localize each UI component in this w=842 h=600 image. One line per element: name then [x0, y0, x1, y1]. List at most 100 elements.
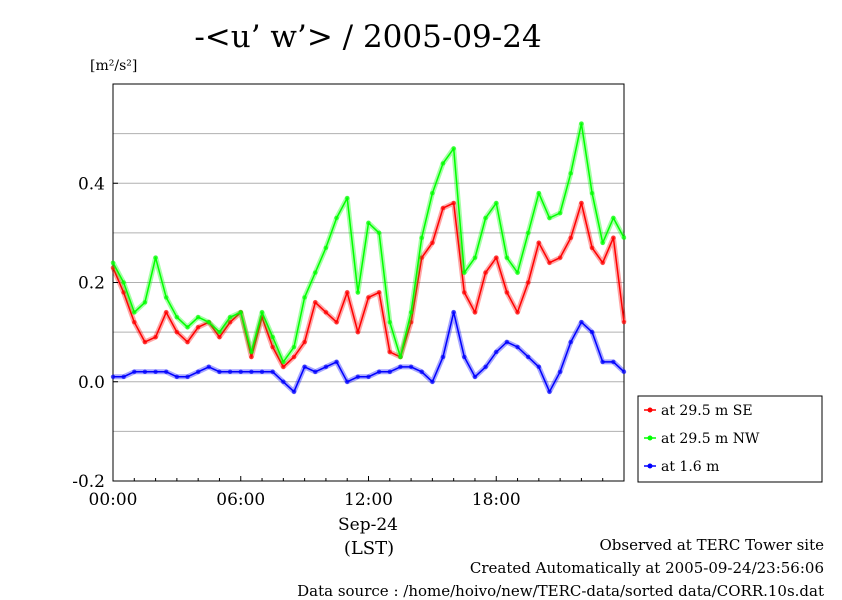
data-point	[579, 121, 584, 126]
data-point	[281, 359, 286, 365]
data-point	[547, 389, 552, 394]
chart-title: -<u’ w’> / 2005-09-24	[194, 19, 541, 55]
data-point	[547, 260, 552, 265]
data-point	[536, 240, 542, 245]
footer-created: Created Automatically at 2005-09-24/23:5…	[469, 559, 824, 577]
data-point	[504, 339, 510, 345]
legend-label: at 1.6 m	[661, 459, 719, 475]
data-point	[281, 379, 286, 384]
data-point	[525, 354, 531, 360]
data-point	[238, 310, 243, 315]
data-point	[217, 369, 222, 375]
y-tick-label: 0.4	[78, 174, 105, 194]
data-point	[217, 334, 222, 340]
data-point	[185, 339, 190, 345]
data-point	[376, 230, 382, 236]
data-point	[110, 374, 116, 379]
data-point	[110, 260, 116, 265]
legend: at 29.5 m SE at 29.5 m NW at 1.6 m	[644, 403, 760, 475]
series-3	[110, 309, 627, 395]
data-point	[195, 324, 201, 330]
data-point	[334, 320, 339, 325]
data-point	[600, 260, 605, 265]
legend-marker	[647, 435, 653, 441]
data-point	[536, 190, 542, 196]
data-point	[611, 235, 616, 241]
data-point	[291, 344, 297, 350]
data-point	[174, 374, 180, 379]
data-point	[334, 359, 339, 365]
data-point	[515, 344, 520, 350]
data-point	[355, 374, 361, 379]
data-point	[366, 220, 371, 226]
data-point	[142, 369, 148, 375]
data-point	[547, 215, 552, 221]
series-2	[110, 121, 627, 365]
data-point	[345, 290, 350, 295]
data-point	[398, 354, 403, 360]
data-point	[355, 329, 361, 335]
data-point	[483, 364, 488, 370]
data-point	[270, 334, 275, 340]
data-point	[462, 354, 467, 360]
data-point	[259, 310, 265, 315]
data-point	[472, 374, 478, 379]
legend-label: at 29.5 m SE	[661, 403, 753, 419]
x-tick-label: 18:00	[472, 490, 521, 510]
data-point	[611, 215, 616, 221]
data-point	[249, 354, 254, 360]
data-point	[132, 310, 137, 315]
legend-marker	[647, 463, 653, 469]
data-point	[387, 349, 392, 355]
data-point	[557, 255, 563, 260]
data-point	[174, 329, 180, 335]
data-point	[430, 240, 435, 245]
data-point	[355, 290, 361, 295]
data-point	[515, 310, 520, 315]
data-point	[387, 369, 392, 375]
data-point	[440, 354, 446, 360]
data-point	[142, 339, 148, 345]
data-point	[323, 245, 329, 250]
legend-label: at 29.5 m NW	[661, 431, 760, 447]
data-point	[313, 369, 318, 375]
x-date-label: Sep-24	[338, 515, 398, 535]
data-point	[238, 369, 243, 375]
data-point	[430, 190, 435, 196]
data-point	[408, 364, 414, 370]
data-point	[376, 290, 382, 295]
data-point	[568, 339, 573, 345]
y-tick-label: 0.0	[78, 373, 105, 393]
data-point	[291, 389, 297, 394]
grid	[113, 133, 624, 432]
data-point	[270, 369, 275, 375]
y-tick-label: 0.2	[78, 274, 105, 294]
data-point	[323, 364, 329, 370]
data-point	[121, 374, 126, 379]
data-point	[451, 146, 456, 151]
data-point	[462, 270, 467, 275]
data-point	[132, 369, 137, 375]
data-point	[504, 290, 510, 295]
data-point	[345, 379, 350, 384]
data-point	[589, 329, 595, 335]
series-1	[110, 200, 627, 370]
data-point	[132, 320, 137, 325]
data-point	[185, 324, 190, 330]
data-point	[366, 374, 371, 379]
data-point	[164, 295, 169, 300]
data-point	[376, 369, 382, 375]
data-point	[398, 364, 403, 370]
x-tick-label: 06:00	[216, 490, 265, 510]
data-point	[164, 310, 169, 315]
data-point	[313, 300, 318, 305]
y-ticks: -0.2 0.0 0.2 0.4	[72, 174, 118, 492]
series-line	[112, 122, 625, 363]
data-point	[579, 320, 584, 325]
data-point	[483, 215, 488, 221]
data-point	[408, 310, 414, 315]
data-point	[313, 270, 318, 275]
data-point	[451, 200, 456, 206]
x-tick-label: 00:00	[89, 490, 138, 510]
data-point	[270, 344, 275, 350]
